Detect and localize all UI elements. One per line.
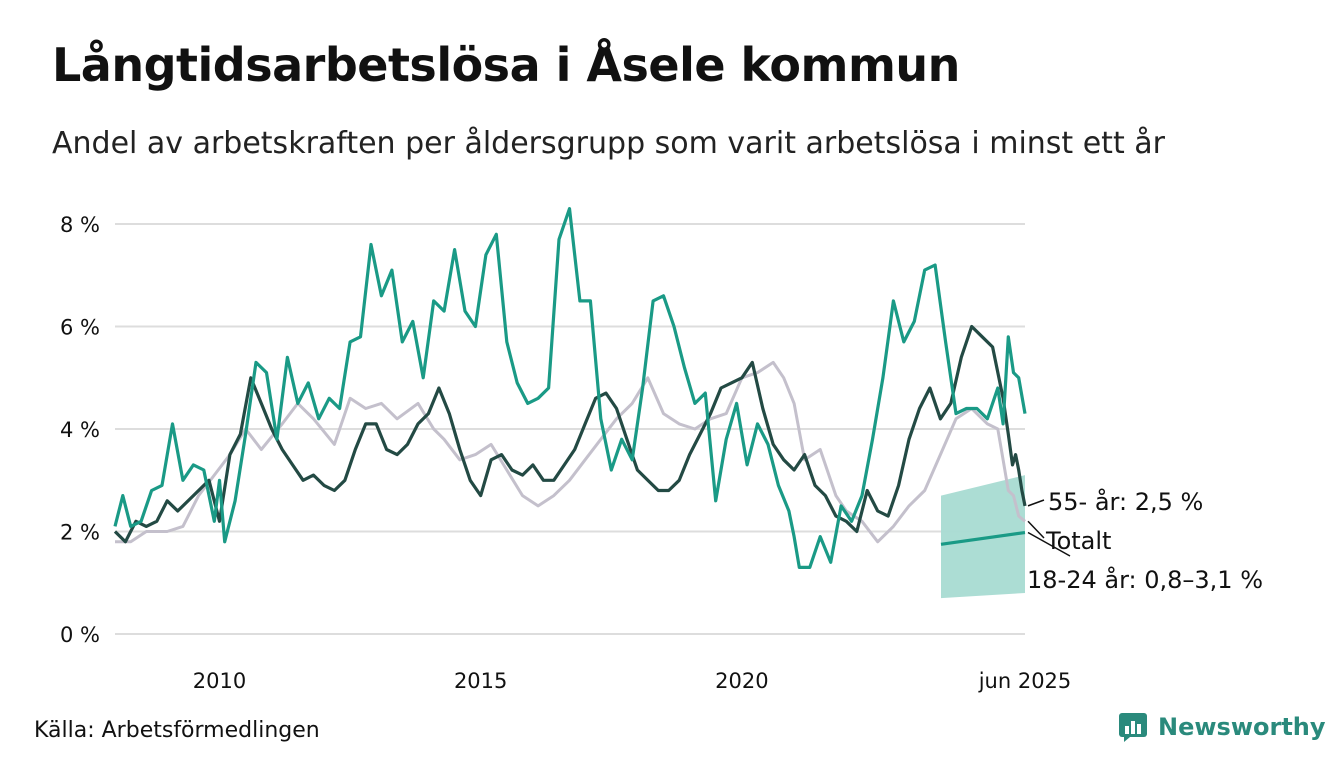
young-estimate-line: [940, 530, 1026, 546]
brand-name: Newsworthy: [1158, 713, 1326, 741]
x-tick-label: 2015: [454, 669, 507, 693]
y-tick-label: 0 %: [60, 623, 100, 647]
brand-icon: [1119, 713, 1147, 742]
source-note: Källa: Arbetsförmedlingen: [34, 718, 320, 743]
series-line-old: [113, 324, 1027, 544]
x-tick-label: jun 2025: [978, 669, 1072, 693]
series-line-total: [115, 360, 1026, 544]
young-range-band: [941, 475, 1025, 599]
x-axis: 2010 2015 2020 jun 2025: [193, 669, 1072, 693]
chart-title: Långtidsarbetslösa i Åsele kommun: [52, 38, 960, 92]
label-leader-total: [1027, 520, 1045, 539]
series-lines: [113, 207, 1027, 570]
y-tick-label: 6 %: [60, 316, 100, 340]
series-label-young: 18-24 år: 0,8–3,1 %: [1027, 565, 1263, 594]
series-labels: 55- år: 2,5 % Totalt 18-24 år: 0,8–3,1 %: [1027, 487, 1263, 594]
x-tick-label: 2010: [193, 669, 246, 693]
y-tick-label: 8 %: [60, 213, 100, 237]
label-leader-young: [1027, 531, 1071, 557]
y-tick-label: 4 %: [60, 418, 100, 442]
y-tick-label: 2 %: [60, 521, 100, 545]
chart-subtitle: Andel av arbetskraften per åldersgrupp s…: [52, 126, 1165, 161]
x-tick-label: 2020: [715, 669, 768, 693]
forecast-band: [941, 475, 1025, 599]
series-label-total: Totalt: [1045, 527, 1111, 555]
y-axis: 0 % 2 % 4 % 6 % 8 %: [60, 213, 100, 647]
series-line-young: [113, 207, 1027, 570]
brand-logo: Newsworthy: [1118, 712, 1326, 742]
label-leader-old: [1027, 499, 1045, 507]
series-label-old: 55- år: 2,5 %: [1048, 487, 1203, 516]
gridlines: [115, 223, 1025, 635]
